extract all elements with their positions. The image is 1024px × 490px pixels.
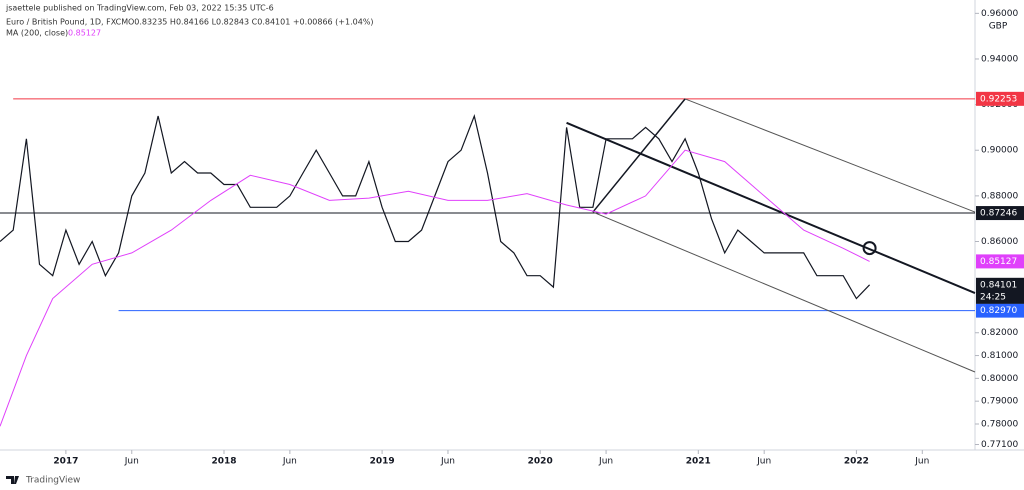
y-tick-label: 0.79000 — [981, 397, 1018, 407]
last-value-label: 0.84101 — [980, 280, 1017, 290]
brand: TradingView — [25, 476, 80, 486]
y-tick-label: 0.78000 — [981, 419, 1018, 429]
x-tick-label: Jun — [598, 457, 613, 467]
y-tick-label: 0.81000 — [981, 351, 1018, 361]
level-label: 0.87246 — [980, 209, 1017, 219]
series-line — [0, 149, 870, 427]
plot-area — [0, 98, 976, 427]
x-tick-label: 2018 — [211, 457, 236, 467]
last-value-bg — [976, 277, 1024, 304]
y-tick-label: 0.90000 — [981, 146, 1018, 156]
x-tick-label: Jun — [914, 457, 929, 467]
x-tick-label: Jun — [440, 457, 455, 467]
x-tick-label: 2019 — [370, 457, 395, 467]
y-tick-label: 0.80000 — [981, 374, 1018, 384]
last-value-label: 0.85127 — [980, 257, 1017, 267]
trendline — [684, 98, 976, 213]
series-line — [0, 113, 871, 300]
y-tick-label: 0.82000 — [981, 328, 1018, 338]
x-tick-label: Jun — [282, 457, 297, 467]
y-tick-label: 0.88000 — [981, 191, 1018, 201]
price-axis-bg — [975, 0, 1024, 450]
marker-circle — [862, 241, 877, 256]
brand-logo — [6, 476, 19, 484]
currency: GBP — [989, 22, 1008, 32]
x-tick-label: 2022 — [844, 457, 869, 467]
y-tick-label: 0.77100 — [981, 440, 1018, 450]
level-label-bg — [976, 303, 1024, 318]
x-tick-label: Jun — [124, 457, 139, 467]
chart-title: Euro / British Pound, 1D, FXCM — [6, 18, 128, 27]
y-tick-label: 0.94000 — [981, 54, 1018, 64]
x-tick-label: 2021 — [686, 457, 711, 467]
x-tick-label: 2017 — [53, 457, 78, 467]
x-tick-label: Jun — [756, 457, 771, 467]
y-tick-label: 0.86000 — [981, 237, 1018, 247]
ohlc: O0.83235 H0.84166 L0.82843 C0.84101 +0.0… — [128, 18, 374, 27]
trendline — [592, 211, 976, 373]
trendline — [566, 121, 976, 294]
countdown: 24:25 — [980, 292, 1006, 302]
ma-value: 0.85127 — [68, 29, 101, 38]
x-tick-label: 2020 — [528, 457, 553, 467]
level-label: 0.92253 — [980, 94, 1017, 104]
last-value-bg — [976, 254, 1024, 269]
ma-label: MA (200, close) — [6, 29, 68, 38]
publisher: jsaettele published on TradingView.com, … — [5, 4, 274, 13]
level-label-bg — [976, 91, 1024, 106]
trendline — [592, 98, 686, 213]
y-tick-label: 0.96000 — [981, 9, 1018, 19]
level-label: 0.82970 — [980, 306, 1017, 316]
level-label-bg — [976, 206, 1024, 221]
